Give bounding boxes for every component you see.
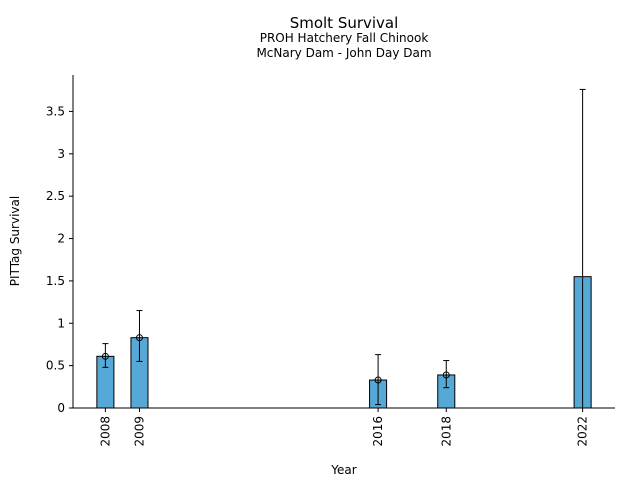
point-marker-2009 <box>135 334 143 342</box>
markers-layer <box>101 334 450 384</box>
y-ticks-layer: 0 0.5 1 1.5 2 2.5 3 3.5 <box>46 104 73 415</box>
y-tick-label: 0.5 <box>46 359 65 373</box>
x-tick-label: 2008 <box>98 416 112 447</box>
y-tick-label: 3 <box>57 147 65 161</box>
x-tick-label: 2009 <box>132 416 146 447</box>
chart-subtitle-line-2: McNary Dam - John Day Dam <box>256 46 431 60</box>
y-tick-label: 0 <box>57 401 65 415</box>
bars-layer <box>96 276 592 409</box>
point-marker-2018 <box>442 371 450 379</box>
y-tick-label: 1.5 <box>46 274 65 288</box>
y-axis-label: PITTag Survival <box>8 196 22 286</box>
x-tick-label: 2022 <box>576 416 590 447</box>
x-ticks-layer: 2008 2009 2016 2018 2022 <box>98 408 590 447</box>
point-marker-2008 <box>101 352 109 360</box>
y-tick-label: 2.5 <box>46 189 65 203</box>
y-tick-label: 2 <box>57 232 65 246</box>
chart-subtitle-line-1: PROH Hatchery Fall Chinook <box>260 31 429 45</box>
x-tick-label: 2018 <box>439 416 453 447</box>
x-axis-label: Year <box>330 463 356 477</box>
error-bars-layer <box>102 88 586 408</box>
point-marker-2016 <box>374 376 382 384</box>
y-tick-label: 3.5 <box>46 104 65 118</box>
x-tick-label: 2016 <box>371 416 385 447</box>
y-tick-label: 1 <box>57 316 65 330</box>
chart-title: Smolt Survival <box>290 14 399 32</box>
